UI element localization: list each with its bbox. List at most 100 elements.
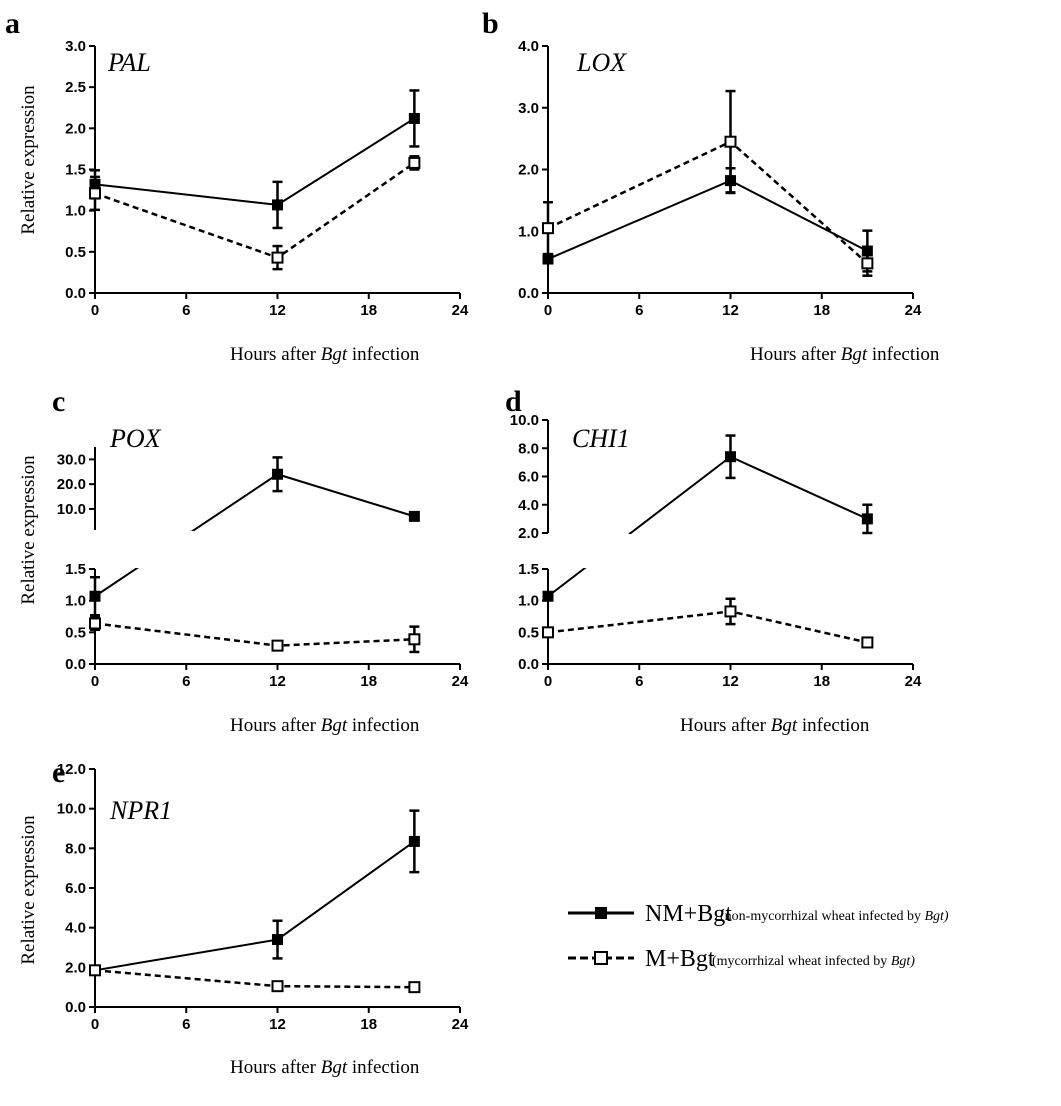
x-tick-label: 12	[722, 302, 739, 319]
y-tick-label: 0.5	[65, 244, 86, 261]
y-tick-label: 1.0	[518, 223, 539, 240]
y-tick-label: 10.0	[57, 801, 86, 818]
series-line-nm	[94, 840, 415, 972]
x-axis-label-post: infection	[797, 715, 870, 736]
data-point-nm	[861, 513, 873, 525]
x-axis-label-italic: Bgt	[321, 715, 348, 736]
y-tick-label: 8.0	[65, 840, 86, 857]
data-point-m	[271, 639, 284, 652]
x-tick-label: 12	[269, 673, 286, 690]
y-tick-label: 4.0	[518, 38, 539, 55]
y-tick-label: 30.0	[57, 451, 86, 468]
legend-nm-note-pre: (non-mycorrhizal wheat infected by	[720, 909, 924, 924]
series-line-nm	[94, 117, 415, 206]
data-point-m	[542, 222, 554, 235]
legend-m-note-pre: (mycorrhizal wheat infected by	[712, 954, 891, 969]
axis-break-gap	[93, 531, 461, 568]
x-tick-label: 6	[635, 302, 643, 319]
data-point-m	[861, 636, 874, 649]
panel-letter: d	[505, 385, 522, 418]
data-point-nm	[272, 468, 283, 480]
legend: NM+Bgt (non-mycorrhizal wheat infected b…	[568, 901, 949, 972]
data-point-m	[724, 135, 737, 148]
panel-letter: e	[52, 756, 65, 789]
data-point-nm	[408, 835, 420, 847]
x-axis-label-italic: Bgt	[321, 1057, 348, 1078]
x-tick-label: 6	[182, 302, 190, 319]
data-point-m	[542, 626, 554, 639]
data-point-nm	[272, 934, 283, 946]
y-tick-label: 0.0	[65, 656, 86, 673]
x-tick-label: 18	[360, 1016, 377, 1033]
legend-item-nm: NM+Bgt (non-mycorrhizal wheat infected b…	[568, 901, 949, 927]
y-axis-label: Relative expression	[18, 85, 39, 235]
x-axis-label-pre: Hours after	[230, 715, 321, 736]
legend-m-label: M+Bgt	[645, 946, 715, 972]
y-tick-label: 3.0	[65, 38, 86, 55]
data-point-m	[408, 981, 421, 994]
y-tick-label: 10.0	[57, 501, 86, 518]
x-tick-label: 12	[269, 302, 286, 319]
y-tick-label: 1.5	[65, 162, 86, 179]
x-tick-label: 0	[91, 1016, 99, 1033]
series-line-nm	[547, 455, 868, 598]
x-axis-label-pre: Hours after	[230, 1057, 321, 1078]
x-axis-label-italic: Bgt	[771, 715, 798, 736]
y-tick-label: 2.0	[65, 120, 86, 137]
data-point-m	[89, 187, 101, 200]
x-tick-label: 12	[269, 1016, 286, 1033]
data-point-m	[724, 605, 737, 618]
panel-d: 0.0 0.5 1.0 1.5 2.0 4.0 6.0 8.0 10.0 0 6 12 18 24 d CHI…	[505, 385, 922, 736]
legend-m-note-italic: Bgt)	[891, 954, 915, 969]
x-axis-label-pre: Hours after	[680, 715, 771, 736]
data-point-nm	[542, 590, 554, 602]
x-axis-label-pre: Hours after	[230, 344, 321, 365]
y-tick-label: 0.5	[518, 624, 539, 641]
x-axis-label: Hours after Bgt infection	[230, 344, 420, 365]
x-axis-label-pre: Hours after	[750, 344, 841, 365]
data-point-m	[861, 257, 874, 270]
legend-nm-marker	[595, 907, 607, 919]
panel-a: 0.0 0.5 1.0 1.5 2.0 2.5 3.0 0 6 12 18 24 a PAL Relativ…	[5, 7, 469, 365]
x-tick-label: 0	[544, 302, 552, 319]
series-line-m	[547, 610, 868, 644]
data-point-m	[89, 964, 101, 977]
y-tick-label: 1.0	[65, 593, 86, 610]
panel-letter: a	[5, 7, 20, 40]
gene-label: NPR1	[109, 796, 172, 825]
panels: 0.0 0.5 1.0 1.5 2.0 2.5 3.0 0 6 12 18 24 a PAL Relativ…	[5, 7, 940, 1078]
y-tick-label: 0.5	[65, 624, 86, 641]
x-tick-label: 24	[452, 673, 469, 690]
x-tick-label: 6	[182, 1016, 190, 1033]
panel-c: 0.0 0.5 1.0 1.5 10.0 20.0 30.0 0 6 12 18 24 c POX Rela…	[18, 385, 469, 736]
axis-break-gap	[546, 534, 914, 568]
data-point-nm	[408, 510, 420, 522]
x-axis-label: Hours after Bgt infection	[750, 344, 940, 365]
y-tick-label: 0.0	[518, 656, 539, 673]
x-axis-label-post: infection	[347, 344, 420, 365]
legend-m-marker	[594, 951, 608, 965]
data-point-nm	[89, 590, 101, 602]
x-tick-label: 18	[813, 673, 830, 690]
y-tick-label: 8.0	[518, 440, 539, 457]
y-tick-label: 10.0	[510, 412, 539, 429]
x-tick-label: 24	[452, 1016, 469, 1033]
y-axis-label: Relative expression	[18, 455, 39, 605]
y-tick-label: 2.0	[518, 525, 539, 542]
series-line-m	[94, 161, 416, 259]
data-point-nm	[272, 199, 283, 211]
data-point-m	[271, 251, 284, 264]
y-tick-label: 4.0	[65, 920, 86, 937]
data-point-m	[408, 633, 421, 646]
y-tick-label: 4.0	[518, 497, 539, 514]
x-axis-label: Hours after Bgt infection	[230, 1057, 420, 1078]
data-point-m	[271, 980, 284, 993]
x-tick-label: 24	[452, 302, 469, 319]
y-tick-label: 2.0	[65, 959, 86, 976]
y-tick-label: 1.5	[65, 561, 86, 578]
x-axis-label-italic: Bgt	[841, 344, 868, 365]
legend-nm-label: NM+Bgt	[645, 901, 732, 927]
gene-label: CHI1	[572, 424, 630, 453]
data-point-nm	[542, 253, 554, 265]
x-tick-label: 24	[905, 673, 922, 690]
